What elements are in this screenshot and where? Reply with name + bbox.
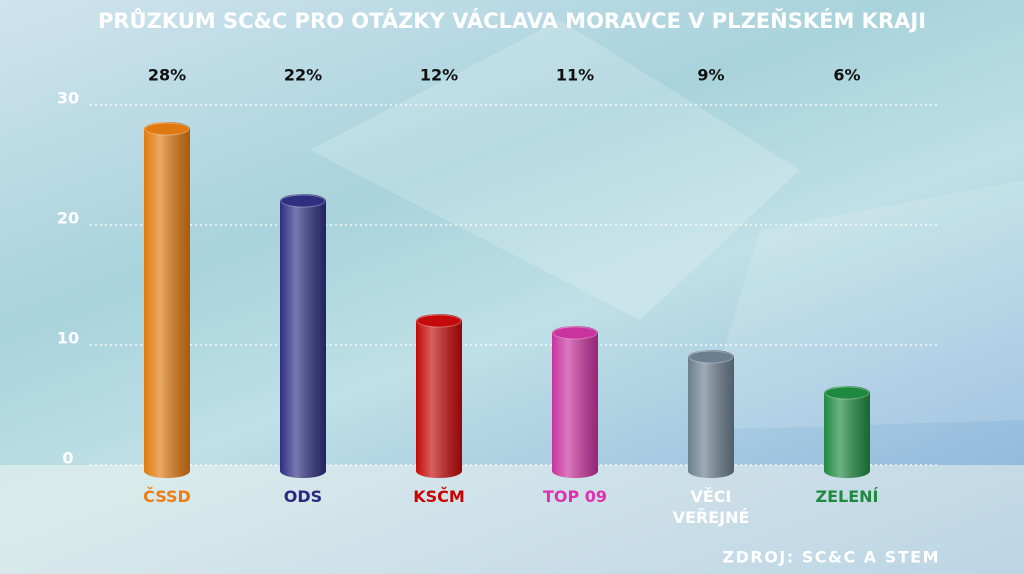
bar-shade: [824, 386, 870, 478]
value-label: 9%: [697, 66, 724, 85]
value-label: 22%: [284, 66, 322, 85]
y-tick-label: 10: [57, 329, 79, 348]
value-label: 6%: [833, 66, 860, 85]
value-label: 28%: [148, 66, 186, 85]
value-label: 11%: [556, 66, 594, 85]
x-tick-label: TOP 09: [542, 487, 608, 506]
x-tick-label: ČSSD: [143, 487, 191, 506]
bar-top: [688, 350, 734, 364]
bar-top: [824, 386, 870, 400]
bar-top: [280, 194, 326, 208]
x-tick-label: ZELENÍ: [815, 487, 879, 506]
chart-title: PRŮZKUM SC&C PRO OTÁZKY VÁCLAVA MORAVCE …: [98, 8, 926, 33]
bar-top: [552, 326, 598, 340]
y-tick-label: 30: [57, 89, 79, 108]
value-label: 12%: [420, 66, 458, 85]
bar-shade: [416, 314, 462, 478]
bar-shade: [280, 194, 326, 478]
y-tick-label: 20: [57, 209, 79, 228]
x-tick-label: KSČM: [413, 487, 465, 506]
bar-top: [416, 314, 462, 328]
source: ZDROJ: SC&C A STEM: [723, 548, 941, 567]
bar-shade: [552, 326, 598, 478]
bar-shade: [688, 350, 734, 478]
bar-top: [144, 122, 190, 136]
x-tick-label: ODS: [283, 487, 323, 506]
bar-shade: [144, 122, 190, 478]
x-tick-label: VĚCI VEŘEJNÉ: [672, 487, 750, 527]
y-tick-label: 0: [62, 449, 73, 468]
